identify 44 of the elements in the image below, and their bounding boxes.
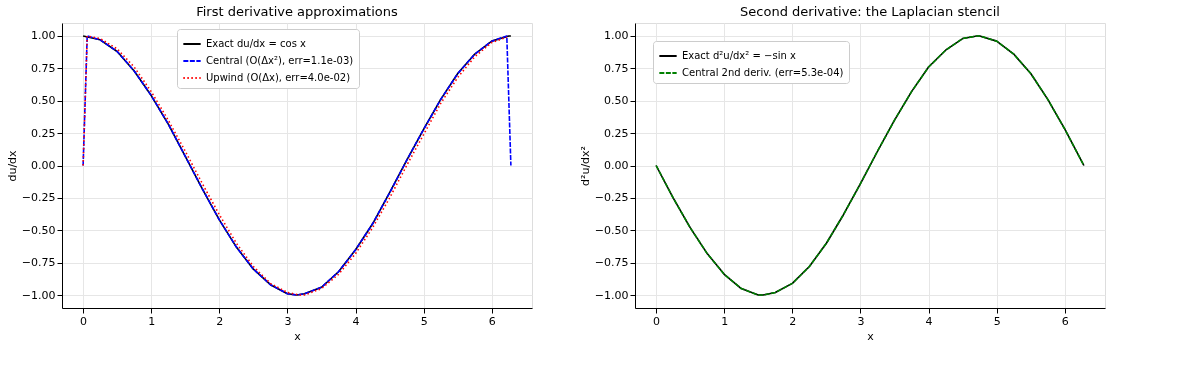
legend-label: Exact du/dx = cos x (206, 38, 307, 49)
y-tick-label: −0.25 (21, 191, 56, 205)
y-tick-label: 1.00 (604, 29, 629, 43)
y-tick-label: 0.75 (31, 61, 56, 75)
y-tick-label: 0.25 (604, 126, 629, 140)
y-tick-label: −0.25 (594, 191, 629, 205)
x-tick-label: 3 (857, 314, 865, 328)
x-tick-label: 5 (993, 314, 1001, 328)
legend-label: Central 2nd deriv. (err=5.3e-04) (682, 67, 844, 78)
y-tick-label: 1.00 (31, 29, 56, 43)
y-tick-label: 0.00 (31, 159, 56, 172)
x-tick-label: 6 (1061, 314, 1069, 328)
y-tick-label: −0.50 (21, 223, 56, 237)
chart-title: Second derivative: the Laplacian stencil (740, 4, 1000, 19)
y-tick-label: −0.75 (594, 256, 629, 270)
x-tick-label: 4 (352, 314, 360, 328)
x-tick-label: 1 (721, 314, 729, 328)
line-series (655, 35, 1085, 296)
x-axis-title: x (294, 329, 302, 343)
x-tick-label: 6 (488, 314, 496, 328)
x-tick-label: 1 (148, 314, 156, 328)
y-tick-label: −0.75 (21, 256, 56, 270)
x-tick-label: 5 (420, 314, 428, 328)
y-tick-label: 0.50 (604, 94, 629, 108)
y-tick-label: −0.50 (594, 223, 629, 237)
y-axis-title: du/dx (5, 149, 19, 182)
y-tick-label: 0.00 (604, 159, 629, 172)
y-tick-label: −1.00 (594, 288, 629, 302)
x-tick-label: 0 (80, 314, 88, 328)
y-axis-title: d²u/dx² (578, 146, 592, 186)
y-tick-label: 0.25 (31, 126, 56, 140)
x-tick-label: 0 (653, 314, 661, 328)
chart-title: First derivative approximations (196, 4, 399, 19)
legend-label: Central (O(Δx²), err=1.1e-03) (206, 55, 354, 66)
legend-label: Upwind (O(Δx), err=4.0e-02) (206, 72, 351, 83)
x-tick-label: 2 (216, 314, 224, 328)
legend-label: Exact d²u/dx² = −sin x (682, 50, 796, 61)
x-tick-label: 2 (789, 314, 797, 328)
x-tick-label: 4 (925, 314, 933, 328)
x-axis-title: x (867, 329, 875, 343)
x-tick-label: 3 (284, 314, 292, 328)
y-tick-label: −1.00 (21, 288, 56, 302)
y-tick-label: 0.50 (31, 94, 56, 108)
y-tick-label: 0.75 (604, 61, 629, 75)
